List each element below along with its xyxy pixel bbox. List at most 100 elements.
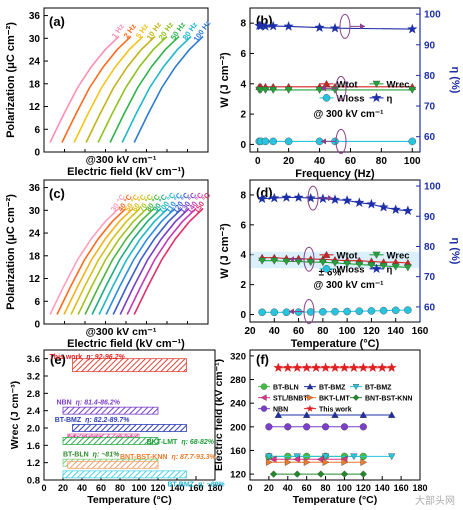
pe-loop-curve (133, 207, 204, 315)
bar-efficiency: η: ~81% (93, 452, 120, 459)
x-tick-label: 100 (339, 326, 356, 337)
data-point (282, 258, 291, 266)
legend-label: Wtot (337, 250, 359, 261)
right-y-tick-label: 90 (424, 40, 436, 51)
data-point (329, 362, 341, 372)
data-point (292, 362, 303, 372)
x-tick-label: 120 (363, 326, 380, 337)
data-point (268, 20, 279, 31)
panel-label: (f) (256, 352, 269, 367)
y-tick-label: 2 (240, 280, 246, 291)
data-point (306, 308, 315, 316)
data-point (340, 470, 349, 478)
data-point (269, 137, 277, 146)
legend-marker (306, 404, 314, 412)
data-point (390, 204, 401, 214)
data-point (273, 362, 284, 372)
legend-label: Wloss (337, 264, 365, 275)
data-point (402, 205, 414, 216)
bar-efficiency: η: 92-96.2% (86, 354, 125, 361)
data-point (284, 86, 293, 94)
legend-marker (260, 405, 268, 412)
data-point (339, 362, 350, 372)
panel-c: 0 6 12 18 24 30 36 (c) Polarization (μC cm⁻²) @30… (5, 179, 213, 350)
pe-loop-curve (84, 207, 155, 315)
x-tick-label: 100 (337, 483, 352, 493)
x-tick-label: 60 (345, 156, 357, 167)
bar-label: BT-BMZ (168, 481, 195, 488)
bar-efficiency: η: 82.2-89.7% (85, 417, 130, 424)
range-bar (72, 358, 187, 373)
data-point (343, 260, 352, 268)
variation-annotation: ± 6% (319, 268, 342, 279)
y-tick-label: 36 (29, 183, 41, 194)
pe-loop-curve (133, 35, 204, 143)
data-point (329, 22, 341, 33)
range-bar (62, 437, 159, 445)
bar-efficiency: η: 87.7-93.3% (171, 454, 216, 461)
x-tick-label: 80 (376, 156, 388, 167)
data-point (377, 362, 388, 372)
data-point (284, 458, 292, 467)
right-y-axis-label: η (%) (449, 67, 461, 94)
y-tick-label: 3.2 (27, 372, 40, 383)
pe-loop-curve (121, 35, 192, 143)
bar-label: This work (50, 354, 83, 361)
y-axis-label: Polarization (μC cm⁻²) (5, 194, 17, 310)
data-point (366, 198, 377, 209)
pe-loop-curve (70, 207, 141, 315)
x-tick-label: 0 (41, 483, 46, 493)
data-point (320, 362, 331, 372)
pe-loop-curve (63, 207, 134, 315)
data-point (321, 453, 330, 461)
data-point (321, 423, 330, 431)
y-tick-label: 2.0 (27, 424, 40, 435)
data-point (387, 411, 396, 418)
data-point (265, 453, 273, 461)
field-annotation: @300 kV cm⁻¹ (86, 326, 157, 338)
legend-label: This work (319, 407, 352, 414)
data-point (283, 20, 294, 31)
y-tick-label: 2.8 (27, 389, 40, 400)
legend-label: η (387, 264, 393, 275)
data-point (269, 86, 278, 94)
panel-f: 0 20 40 60 80 100 120 140 160 1801201602002402803… (213, 349, 428, 506)
legend-marker (306, 383, 314, 390)
y-tick-label: 36 (29, 11, 41, 22)
right-y-tick-label: 100 (424, 182, 441, 193)
data-point (282, 362, 293, 372)
data-point (258, 257, 267, 265)
guide-arrowhead (289, 256, 294, 263)
y-tick-label: 2 (240, 110, 246, 121)
pe-loop-curve (119, 207, 190, 315)
bar-annotation: This work η: 92-96.2% (50, 354, 126, 361)
y-tick-label: 12 (29, 274, 41, 285)
data-point (305, 192, 316, 203)
y-tick-label: 30 (29, 206, 41, 217)
x-axis-label: Temperature (°C) (291, 338, 380, 350)
bar-label: BKT-LMT (147, 439, 178, 446)
x-axis-label: Temperature (°C) (87, 494, 172, 506)
x-tick-label: 80 (317, 326, 329, 337)
y-axis-label: W (J cm⁻³) (219, 52, 231, 108)
right-y-tick-label: 100 (424, 10, 441, 21)
right-y-tick-label: 80 (424, 71, 436, 82)
x-tick-label: 60 (302, 483, 312, 493)
pe-loop-curve (56, 207, 127, 315)
legend-marker (322, 265, 331, 273)
data-point (404, 306, 412, 314)
pe-loop-curve (105, 207, 176, 315)
panel-label: (e) (50, 352, 66, 367)
y-tick-label: 0.8 (27, 476, 40, 487)
y-tick-label: 1.2 (27, 458, 40, 469)
x-tick-label: 0 (255, 156, 261, 167)
data-point (367, 362, 378, 372)
pe-loop-curve (77, 207, 148, 315)
data-point (265, 458, 273, 467)
bar-annotation: BKT-LMT η: 68-82% (147, 439, 215, 446)
y-tick-label: 6 (34, 297, 40, 308)
x-tick-label: 160 (394, 483, 409, 493)
legend-marker (372, 80, 381, 88)
data-point (331, 307, 339, 316)
